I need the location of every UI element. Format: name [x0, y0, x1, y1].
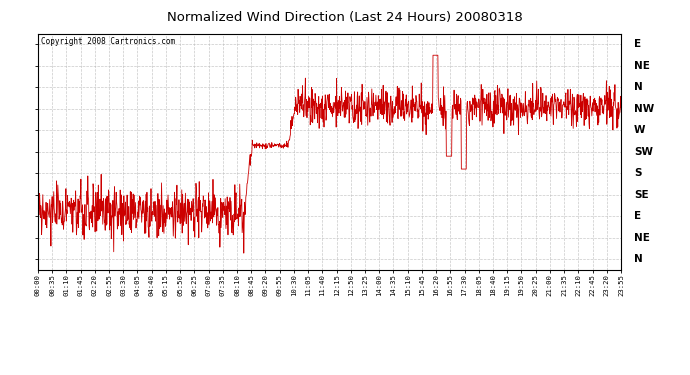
Text: S: S	[633, 168, 641, 178]
Text: W: W	[633, 125, 645, 135]
Text: Copyright 2008 Cartronics.com: Copyright 2008 Cartronics.com	[41, 37, 175, 46]
Text: SW: SW	[633, 147, 653, 157]
Text: N: N	[633, 254, 642, 264]
Text: SE: SE	[633, 190, 649, 200]
Text: E: E	[633, 211, 641, 221]
Text: N: N	[633, 82, 642, 93]
Text: Normalized Wind Direction (Last 24 Hours) 20080318: Normalized Wind Direction (Last 24 Hours…	[167, 11, 523, 24]
Text: NW: NW	[633, 104, 654, 114]
Text: NE: NE	[633, 233, 650, 243]
Text: E: E	[633, 39, 641, 50]
Text: NE: NE	[633, 61, 650, 71]
